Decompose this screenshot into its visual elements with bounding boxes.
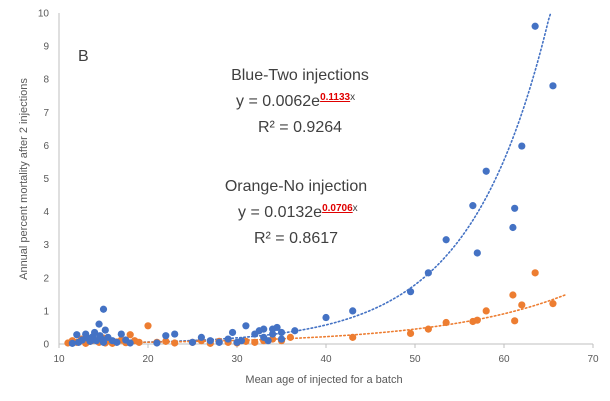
y-tick-label: 6 bbox=[43, 141, 49, 152]
x-axis-title: Mean age of injected for a batch bbox=[245, 374, 402, 386]
point-series-1 bbox=[237, 337, 246, 345]
point-series-1 bbox=[531, 22, 539, 30]
point-series-1 bbox=[242, 322, 250, 330]
y-tick-label: 10 bbox=[38, 9, 50, 20]
annotation-blue-title: Blue-Two injections bbox=[231, 67, 369, 84]
point-series-1 bbox=[549, 82, 557, 90]
point-series-1 bbox=[188, 338, 197, 346]
point-series-1 bbox=[269, 330, 277, 338]
point-series-1 bbox=[91, 328, 99, 337]
point-series-1 bbox=[469, 202, 477, 210]
y-tick-label: 2 bbox=[43, 273, 49, 284]
point-series-1 bbox=[291, 327, 299, 335]
point-series-2 bbox=[135, 338, 143, 346]
annotation-orange-equation: y = 0.0132e0.0706x bbox=[238, 203, 358, 221]
point-series-1 bbox=[518, 142, 526, 150]
axes: 10 20 30 40 50 60 70 0 1 2 3 4 5 6 7 8 9 10 bbox=[38, 9, 599, 366]
point-series-2 bbox=[144, 322, 152, 330]
point-series-2 bbox=[349, 333, 357, 341]
y-tick-label: 5 bbox=[43, 174, 49, 185]
point-series-2 bbox=[171, 339, 179, 347]
point-series-1 bbox=[509, 223, 517, 232]
annotation-orange-title: Orange-No injection bbox=[225, 178, 367, 195]
point-series-2 bbox=[473, 316, 481, 324]
x-tick-label: 30 bbox=[231, 354, 243, 365]
point-series-2 bbox=[442, 318, 450, 327]
point-series-1 bbox=[264, 337, 272, 345]
point-series-1 bbox=[322, 313, 330, 322]
point-series-2 bbox=[509, 291, 517, 299]
point-series-1 bbox=[101, 326, 109, 334]
point-series-1 bbox=[206, 337, 214, 345]
point-series-1 bbox=[68, 339, 76, 347]
point-series-2 bbox=[286, 333, 294, 341]
point-series-2 bbox=[424, 325, 432, 333]
y-tick-label: 1 bbox=[43, 306, 49, 317]
point-series-1 bbox=[424, 269, 432, 277]
annotation-blue: Blue-Two injections y = 0.0062e0.1133x R… bbox=[231, 67, 369, 136]
point-series-1 bbox=[277, 335, 286, 343]
point-series-1 bbox=[482, 167, 490, 175]
annotation-blue-exponent: 0.1133 bbox=[320, 92, 350, 103]
point-series-1 bbox=[228, 328, 237, 337]
x-tick-label: 10 bbox=[53, 354, 65, 365]
point-series-1 bbox=[162, 332, 170, 340]
y-tick-label: 9 bbox=[43, 42, 49, 53]
x-tick-label: 70 bbox=[587, 354, 599, 365]
x-tick-label: 20 bbox=[142, 354, 154, 365]
point-series-1 bbox=[197, 333, 205, 341]
annotation-orange-exponent: 0.0706 bbox=[322, 203, 353, 214]
point-series-1 bbox=[224, 335, 232, 343]
trendline-series-2 bbox=[67, 293, 568, 344]
annotation-blue-variable: x bbox=[350, 92, 355, 103]
point-series-1 bbox=[73, 331, 81, 339]
point-series-1 bbox=[117, 330, 125, 338]
point-series-1 bbox=[511, 204, 519, 212]
point-series-1 bbox=[349, 307, 357, 315]
panel-label: B bbox=[78, 48, 89, 65]
point-series-1 bbox=[126, 339, 134, 347]
x-tick-label: 40 bbox=[320, 354, 332, 365]
point-series-1 bbox=[215, 338, 223, 346]
annotation-orange-equation-base: y = 0.0132e bbox=[238, 204, 322, 221]
data-points bbox=[64, 22, 557, 347]
point-series-2 bbox=[126, 331, 134, 339]
x-tick-label: 60 bbox=[498, 354, 510, 365]
point-series-1 bbox=[99, 305, 108, 313]
point-series-2 bbox=[518, 301, 526, 309]
point-series-1 bbox=[473, 249, 481, 257]
point-series-2 bbox=[251, 338, 259, 346]
point-series-1 bbox=[99, 338, 108, 346]
point-series-2 bbox=[406, 329, 415, 338]
point-series-2 bbox=[511, 317, 519, 325]
point-series-1 bbox=[171, 330, 179, 338]
point-series-1 bbox=[95, 320, 103, 328]
point-series-1 bbox=[113, 338, 121, 346]
annotation-blue-r2: R² = 0.9264 bbox=[258, 119, 342, 136]
point-series-2 bbox=[549, 300, 557, 308]
point-series-1 bbox=[273, 323, 281, 332]
trendlines bbox=[67, 12, 568, 345]
y-tick-label: 3 bbox=[43, 240, 49, 251]
annotation-orange-variable: x bbox=[353, 203, 358, 214]
y-axis-title: Annual percent mortality after 2 injecti… bbox=[18, 78, 30, 280]
point-series-2 bbox=[482, 307, 490, 315]
annotation-orange: Orange-No injection y = 0.0132e0.0706x R… bbox=[225, 178, 367, 247]
x-tick-label: 50 bbox=[409, 354, 421, 365]
point-series-1 bbox=[442, 236, 450, 244]
annotation-blue-equation: y = 0.0062e0.1133x bbox=[236, 92, 355, 110]
annotation-orange-r2: R² = 0.8617 bbox=[254, 230, 338, 247]
point-series-1 bbox=[406, 288, 415, 296]
point-series-1 bbox=[153, 339, 161, 347]
annotation-blue-equation-base: y = 0.0062e bbox=[236, 93, 320, 110]
y-tick-label: 7 bbox=[43, 108, 49, 119]
point-series-2 bbox=[162, 337, 170, 345]
y-tick-label: 8 bbox=[43, 75, 49, 86]
y-tick-label: 0 bbox=[43, 340, 49, 351]
point-series-1 bbox=[260, 325, 268, 333]
point-series-2 bbox=[531, 269, 539, 277]
point-series-1 bbox=[277, 328, 286, 337]
y-tick-label: 4 bbox=[43, 207, 49, 218]
